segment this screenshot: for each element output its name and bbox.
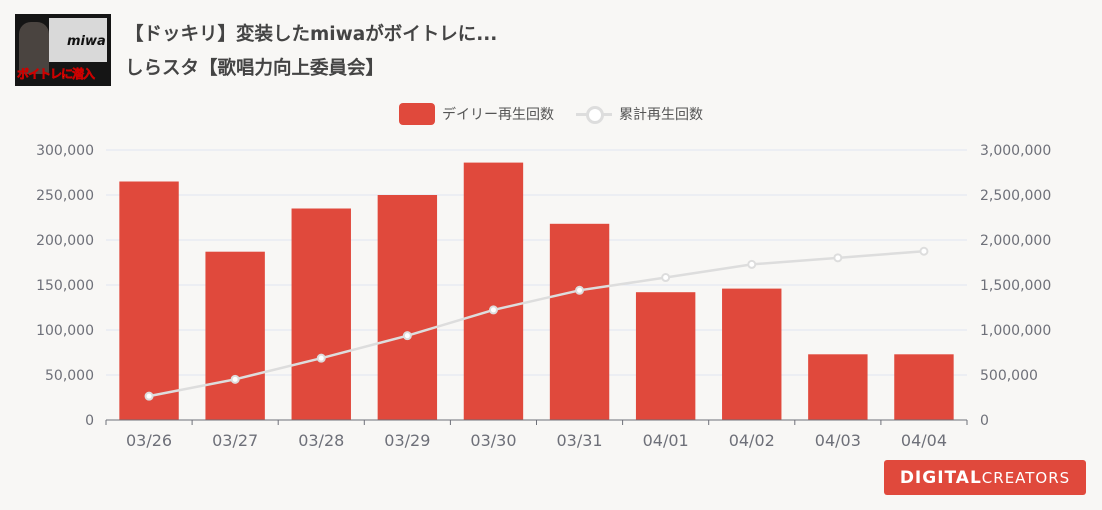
bar xyxy=(377,195,438,420)
y-left-tick-label: 200,000 xyxy=(36,233,94,249)
y-left-tick-label: 0 xyxy=(85,413,94,429)
y-right-tick-label: 2,000,000 xyxy=(980,233,1051,249)
bar xyxy=(549,223,610,420)
y-left-tick-label: 50,000 xyxy=(45,368,94,384)
y-left-tick-label: 300,000 xyxy=(36,143,94,159)
video-title[interactable]: 【ドッキリ】変装したmiwaがボイトレに... しらスタ【歌唱力向上委員会】 xyxy=(125,18,685,86)
bar xyxy=(808,354,868,420)
cumulative-point xyxy=(919,246,929,256)
cumulative-point xyxy=(488,305,498,315)
bar xyxy=(894,354,954,420)
video-thumbnail[interactable]: miwa ボイトレに潜入 xyxy=(15,14,111,86)
x-tick-label: 03/31 xyxy=(556,431,602,450)
x-tick-label: 04/03 xyxy=(815,431,861,450)
legend-label-daily: デイリー再生回数 xyxy=(442,107,554,123)
bar xyxy=(722,288,782,420)
x-tick-label: 04/02 xyxy=(729,431,775,450)
x-tick-label: 04/01 xyxy=(643,431,689,450)
bar xyxy=(291,208,351,420)
bar xyxy=(119,181,179,420)
y-right-tick-label: 500,000 xyxy=(980,368,1038,384)
legend-line-swatch xyxy=(576,103,612,125)
y-right-tick-label: 0 xyxy=(980,413,989,429)
thumbnail-caption: ボイトレに潜入 xyxy=(17,67,96,82)
legend-item-daily[interactable]: デイリー再生回数 xyxy=(399,103,554,125)
cumulative-point xyxy=(747,259,757,269)
legend-bar-swatch xyxy=(399,103,435,125)
y-left-tick-label: 250,000 xyxy=(36,188,94,204)
x-tick-label: 03/30 xyxy=(470,431,516,450)
chart-legend: デイリー再生回数 累計再生回数 xyxy=(0,102,1102,126)
legend-item-cumulative[interactable]: 累計再生回数 xyxy=(576,103,703,125)
cumulative-point xyxy=(144,391,154,401)
x-tick-label: 03/26 xyxy=(126,431,172,450)
bar xyxy=(635,292,696,420)
y-left-tick-label: 150,000 xyxy=(36,278,94,294)
y-right-tick-label: 2,500,000 xyxy=(980,188,1051,204)
x-tick-label: 03/27 xyxy=(212,431,258,450)
legend-label-cumulative: 累計再生回数 xyxy=(619,107,703,123)
cumulative-point xyxy=(402,331,412,341)
thumbnail-brand: miwa xyxy=(67,34,106,49)
logo-text-digital: DIGITAL xyxy=(899,467,982,488)
cumulative-point xyxy=(661,273,671,283)
thumbnail-panel xyxy=(49,18,107,62)
y-right-tick-label: 3,000,000 xyxy=(980,143,1051,159)
cumulative-point xyxy=(230,374,240,384)
cumulative-line xyxy=(148,250,925,398)
x-tick-label: 04/04 xyxy=(901,431,947,450)
digital-creators-logo[interactable]: DIGITAL CREATORS xyxy=(884,460,1086,495)
cumulative-point xyxy=(833,253,843,263)
x-tick-label: 03/28 xyxy=(298,431,344,450)
thumbnail-person xyxy=(19,22,49,74)
x-tick-label: 03/29 xyxy=(384,431,430,450)
video-title-line1: 【ドッキリ】変装したmiwaがボイトレに... xyxy=(125,24,498,45)
logo-text-creators: CREATORS xyxy=(981,468,1071,487)
cumulative-point xyxy=(316,353,326,363)
video-title-line2: しらスタ【歌唱力向上委員会】 xyxy=(125,58,385,79)
y-right-tick-label: 1,000,000 xyxy=(980,323,1051,339)
y-right-tick-label: 1,500,000 xyxy=(980,278,1051,294)
bar xyxy=(463,162,524,420)
cumulative-point xyxy=(575,285,585,295)
y-left-tick-label: 100,000 xyxy=(36,323,94,339)
bar xyxy=(205,251,265,420)
